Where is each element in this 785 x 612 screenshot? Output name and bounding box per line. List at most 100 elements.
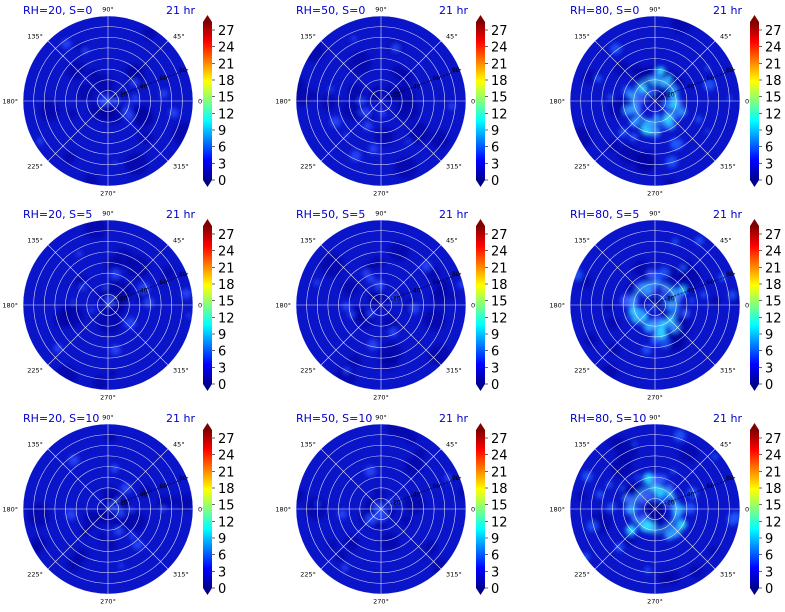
field-patch [711, 453, 718, 460]
colorbar-tick-label: 9 [765, 328, 773, 343]
field-patch [607, 94, 614, 101]
field-patch [362, 121, 373, 131]
field-patch [426, 266, 440, 281]
field-patch [633, 260, 650, 277]
angle-tick-label: 45° [720, 236, 732, 244]
colorbar-tick-label: 3 [218, 157, 226, 172]
angle-tick-label: 0° [471, 302, 478, 310]
angle-tick-label: 90° [102, 210, 114, 218]
colorbar-extend-max [203, 15, 212, 22]
angle-tick-label: 315° [446, 571, 462, 579]
colorbar-tick-label: 6 [491, 549, 499, 564]
field-patch [663, 107, 672, 116]
field-patch [71, 299, 76, 305]
angular-gridline [654, 304, 716, 366]
field-patch [625, 315, 631, 321]
field-patch [341, 98, 363, 121]
angle-tick-label: 270° [100, 598, 116, 606]
polar-panel: 20 40 60 80 0° 45° 90° 135° 180° 225° 270° 315° 0 3 6 9… [0, 0, 262, 204]
field-patch [581, 470, 593, 482]
polar-plot: 20 40 60 80 0° 45° 90° 135° 180° 225° 270° 315° 0 36 9… [549, 6, 782, 198]
field-patch [618, 144, 639, 165]
angle-tick-label: 45° [446, 236, 458, 244]
panel-time: 21 hr [713, 208, 742, 221]
angular-gridline [594, 508, 656, 570]
field-patch [689, 564, 703, 579]
radial-tick-label: 20 [667, 91, 675, 98]
colorbar-tick-label: 6 [218, 141, 226, 156]
field-patch [296, 84, 312, 106]
field-patch [124, 317, 137, 329]
angular-gridline [47, 244, 109, 306]
colorbar-tick-label: 9 [218, 328, 226, 343]
angular-gridline [320, 244, 382, 306]
field-patch [670, 469, 676, 475]
field-patch [27, 503, 51, 527]
angular-gridline [380, 244, 442, 306]
colorbar-extend-min [476, 588, 485, 595]
radial-tick-label: 60 [159, 279, 167, 286]
radial-tick-label: 20 [120, 295, 128, 302]
polar-plot: 20 40 60 80 0° 45° 90° 135° 180° 225° 270° 315° 0 36 9… [549, 414, 781, 606]
colorbar-tick-label: 15 [218, 91, 235, 106]
field-patch [606, 316, 620, 330]
field-patch [296, 489, 305, 503]
panel-time: 21 hr [439, 208, 468, 221]
colorbar-tick-label: 0 [491, 174, 499, 189]
field-patch [86, 68, 100, 82]
angle-tick-label: 90° [102, 414, 114, 422]
angle-tick-label: 90° [649, 414, 661, 422]
colorbar-tick-label: 24 [218, 245, 235, 260]
field-patch [595, 490, 605, 499]
colorbar-tick-label: 27 [491, 24, 508, 39]
field-patch [421, 261, 432, 272]
field-patch [695, 236, 704, 245]
field-patch [129, 507, 135, 513]
field-patch [364, 261, 375, 272]
radial-tick-label: 20 [393, 295, 401, 302]
colorbar-tick-label: 6 [765, 141, 773, 156]
colorbar-tick-label: 24 [218, 449, 235, 464]
angle-tick-label: 270° [647, 394, 663, 402]
field-patch [371, 86, 383, 98]
colorbar [750, 430, 759, 588]
polar-panel: 20 40 60 80 0° 45° 90° 135° 180° 225° 270° 315° 0 3 6 9… [547, 408, 785, 612]
radial-tick-label: 20 [120, 499, 128, 506]
angle-tick-label: 45° [173, 440, 185, 448]
angle-tick-label: 180° [275, 302, 291, 310]
field-patch [108, 369, 117, 378]
field-patch [341, 564, 349, 572]
field-patch [367, 339, 379, 351]
radial-tick-label: 80 [179, 271, 187, 278]
angle-tick-label: 315° [446, 163, 462, 171]
colorbar-tick-label: 27 [218, 24, 235, 39]
field-patch [444, 474, 452, 482]
radial-tick-label: 80 [726, 67, 734, 74]
colorbar-extend-max [750, 219, 759, 226]
field-patch [133, 108, 154, 129]
field-patch [61, 305, 84, 328]
colorbar-tick-label: 18 [218, 278, 235, 293]
field-patch [132, 539, 143, 551]
field-patch [347, 83, 364, 101]
colorbar [476, 226, 485, 384]
angle-tick-label: 225° [27, 571, 43, 579]
field-patch [102, 285, 108, 290]
radial-tick-label: 80 [452, 475, 460, 482]
field-patch [570, 268, 583, 281]
colorbar-tick-label: 15 [765, 91, 782, 106]
radial-tick-label: 40 [687, 491, 695, 498]
panel-time: 21 hr [713, 4, 742, 17]
radial-tick-label: 60 [432, 75, 440, 82]
colorbar-tick-label: 3 [491, 361, 499, 376]
angular-gridline [47, 40, 109, 102]
field-patch [181, 288, 192, 299]
colorbar-tick-label: 0 [218, 378, 226, 393]
field-patch [125, 510, 147, 532]
field-patch [671, 238, 679, 246]
field-patch [413, 447, 426, 460]
radial-tick-label: 20 [120, 91, 128, 98]
field-patch [582, 552, 590, 561]
angle-tick-label: 135° [27, 440, 43, 448]
angular-gridline [594, 100, 656, 162]
